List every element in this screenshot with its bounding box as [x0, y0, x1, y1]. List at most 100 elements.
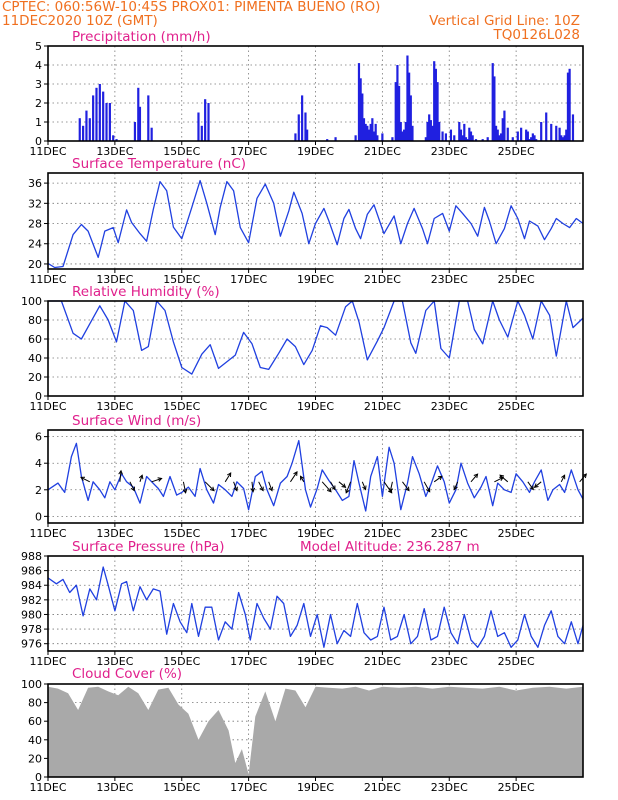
y-tick-label: 4 — [35, 457, 42, 470]
y-tick-label: 80 — [28, 314, 42, 327]
precip-bar — [525, 129, 528, 141]
precip-bar — [516, 131, 519, 141]
header-station-line: CPTEC: 060:56W-10:45S PROX01: PIMENTA BU… — [2, 0, 380, 15]
precip-bar — [463, 123, 466, 141]
x-tick-label: 15DEC — [163, 145, 200, 158]
precip-bar — [396, 65, 399, 141]
panel-frame — [47, 683, 584, 778]
x-tick-label: 13DEC — [96, 400, 133, 413]
precip-bar — [436, 82, 439, 141]
precip-bar — [426, 122, 429, 141]
series-line — [47, 439, 584, 512]
precip-bar — [503, 110, 506, 141]
x-tick-label: 11DEC — [29, 527, 66, 540]
y-tick-label: 20 — [28, 258, 42, 271]
y-tick-label: 984 — [21, 579, 42, 592]
wind-vector — [470, 473, 478, 483]
wind-vector — [345, 481, 352, 493]
precip-bar — [468, 127, 471, 141]
precip-bar — [376, 135, 379, 141]
cloud-area — [48, 686, 583, 777]
wind-vector — [182, 481, 187, 493]
precip-bar — [137, 87, 140, 141]
precip-bar — [197, 112, 200, 141]
wind-vector-head — [226, 472, 232, 478]
wind-vector-head — [341, 483, 347, 488]
precip-bar — [399, 122, 402, 141]
wind-vector-head — [182, 488, 188, 494]
panel-frame — [47, 555, 584, 652]
precip-bar — [433, 61, 436, 142]
precip-bar — [511, 137, 514, 141]
precip-bar — [496, 129, 499, 141]
precip-bar — [362, 118, 366, 141]
precip-bar — [545, 112, 548, 141]
temperature-panel: 20 24 28 32 36 11DEC 13DEC 15DEC 17DEC 19DEC 21DEC… — [28, 156, 584, 286]
wind-vector — [233, 481, 238, 491]
x-tick-label: 25DEC — [498, 400, 535, 413]
precip-bar — [371, 118, 374, 141]
x-tick-label: 21DEC — [364, 273, 401, 286]
wind-vector — [527, 481, 534, 490]
y-tick-label: 100 — [21, 678, 42, 691]
precip-bar — [555, 125, 558, 141]
x-tick-label: 15DEC — [163, 400, 200, 413]
cloud-cover-panel: 0 20 40 60 80 100 11DEC 13DEC 15DEC 17DEC 19DEC 21D… — [21, 666, 584, 794]
x-tick-label: 19DEC — [297, 273, 334, 286]
precip-bar — [364, 123, 367, 141]
precip-bar — [506, 127, 509, 141]
wind-vector — [290, 471, 298, 483]
precip-bar — [369, 123, 372, 141]
y-tick-label: 976 — [21, 638, 42, 651]
precip-bar — [401, 131, 404, 141]
precip-bar — [520, 127, 523, 141]
precip-bar — [409, 95, 412, 141]
x-tick-label: 13DEC — [96, 781, 133, 794]
y-tick-label: 40 — [28, 352, 42, 365]
x-tick-label: 25DEC — [498, 655, 535, 668]
x-tick-label: 11DEC — [29, 273, 66, 286]
wind-vector — [139, 475, 143, 482]
y-tick-label: 60 — [28, 715, 42, 728]
wind-vector-head — [157, 477, 163, 482]
precip-bar — [92, 95, 95, 141]
x-tick-label: 19DEC — [297, 527, 334, 540]
y-tick-label: 1 — [35, 116, 42, 129]
series-line — [47, 566, 584, 648]
precip-bar — [357, 63, 361, 141]
precip-bar — [453, 135, 456, 141]
precip-bar — [304, 112, 307, 141]
x-tick-label: 13DEC — [96, 655, 133, 668]
y-tick-label: 20 — [28, 752, 42, 765]
precip-bar — [204, 99, 207, 141]
series-line — [48, 300, 584, 375]
precip-bar — [359, 78, 362, 141]
wind-vector — [423, 481, 431, 492]
y-tick-label: 982 — [21, 594, 42, 607]
humidity-panel: 0 20 40 60 80 100 11DEC 13DEC 15DEC 17DEC 19DEC 21D… — [21, 284, 584, 413]
y-tick-label: 6 — [35, 431, 42, 444]
precip-bar — [361, 93, 364, 141]
y-tick-label: 28 — [28, 218, 42, 231]
wind-vector — [338, 481, 346, 488]
x-tick-label: 17DEC — [230, 145, 267, 158]
x-tick-label: 23DEC — [431, 781, 468, 794]
precip-bar — [565, 129, 568, 141]
wind-vector-head — [405, 486, 410, 492]
y-tick-label: 0 — [35, 390, 42, 403]
wind-vector — [433, 475, 443, 483]
precip-bar — [568, 68, 571, 141]
wind-vector — [321, 481, 332, 493]
y-tick-label: 5 — [35, 40, 42, 53]
precip-bar — [533, 135, 536, 141]
wind-vector-head — [138, 474, 144, 480]
precip-bar — [133, 122, 137, 141]
precip-bar — [150, 127, 153, 141]
precipitation-panel: 0 1 2 3 4 5 11DEC 13DEC 15DEC 17DEC 19DEC 21DEC 23DE… — [29, 29, 584, 158]
x-tick-label: 11DEC — [29, 781, 66, 794]
x-tick-label: 15DEC — [163, 273, 200, 286]
x-tick-label: 13DEC — [96, 273, 133, 286]
model-altitude-annotation: Model Altitude: 236.287 m — [300, 539, 480, 555]
